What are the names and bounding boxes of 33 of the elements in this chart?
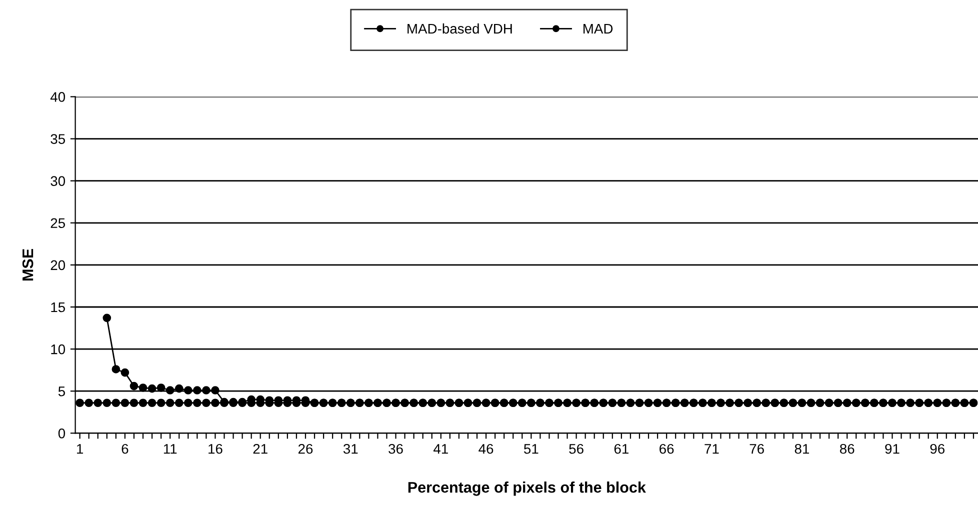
y-axis-title: MSE: [22, 248, 34, 280]
x-tick-label: 56: [569, 444, 584, 454]
x-tick-label: 26: [298, 444, 313, 454]
x-tick-label: 86: [840, 444, 854, 454]
x-tick-label: 66: [660, 444, 674, 454]
x-axis-title: Percentage of pixels of the block: [408, 482, 646, 496]
y-tick-label: 5: [58, 386, 65, 396]
x-tick-label: 76: [750, 444, 764, 454]
x-tick-label: 46: [478, 444, 494, 454]
x-tick-label: 21: [253, 444, 268, 454]
x-tick-label: 51: [524, 444, 538, 454]
y-tick-label: 10: [51, 344, 66, 354]
x-tick-label: 36: [388, 444, 403, 454]
y-tick-label: 0: [58, 428, 66, 438]
x-tick-label: 71: [704, 444, 719, 454]
x-tick-label: 91: [885, 444, 900, 454]
y-tick-label: 30: [50, 176, 66, 186]
x-tick-label: 81: [794, 444, 810, 454]
x-tick-label: 6: [122, 444, 128, 454]
y-tick-label: 20: [50, 260, 66, 270]
y-tick-label: 40: [50, 92, 66, 102]
x-tick-label: 31: [343, 444, 358, 454]
legend-label: MAD-based VDH: [408, 23, 512, 34]
y-tick-label: 25: [50, 218, 66, 228]
y-tick-label: 15: [51, 302, 66, 312]
x-tick-label: 1: [77, 444, 84, 454]
y-tick-label: 35: [50, 134, 66, 144]
x-tick-label: 16: [208, 444, 222, 454]
x-tick-label: 11: [164, 444, 177, 454]
x-tick-label: 96: [930, 444, 944, 454]
legend-label: MAD: [584, 24, 613, 34]
x-tick-label: 61: [614, 444, 628, 454]
x-tick-label: 41: [433, 444, 448, 454]
